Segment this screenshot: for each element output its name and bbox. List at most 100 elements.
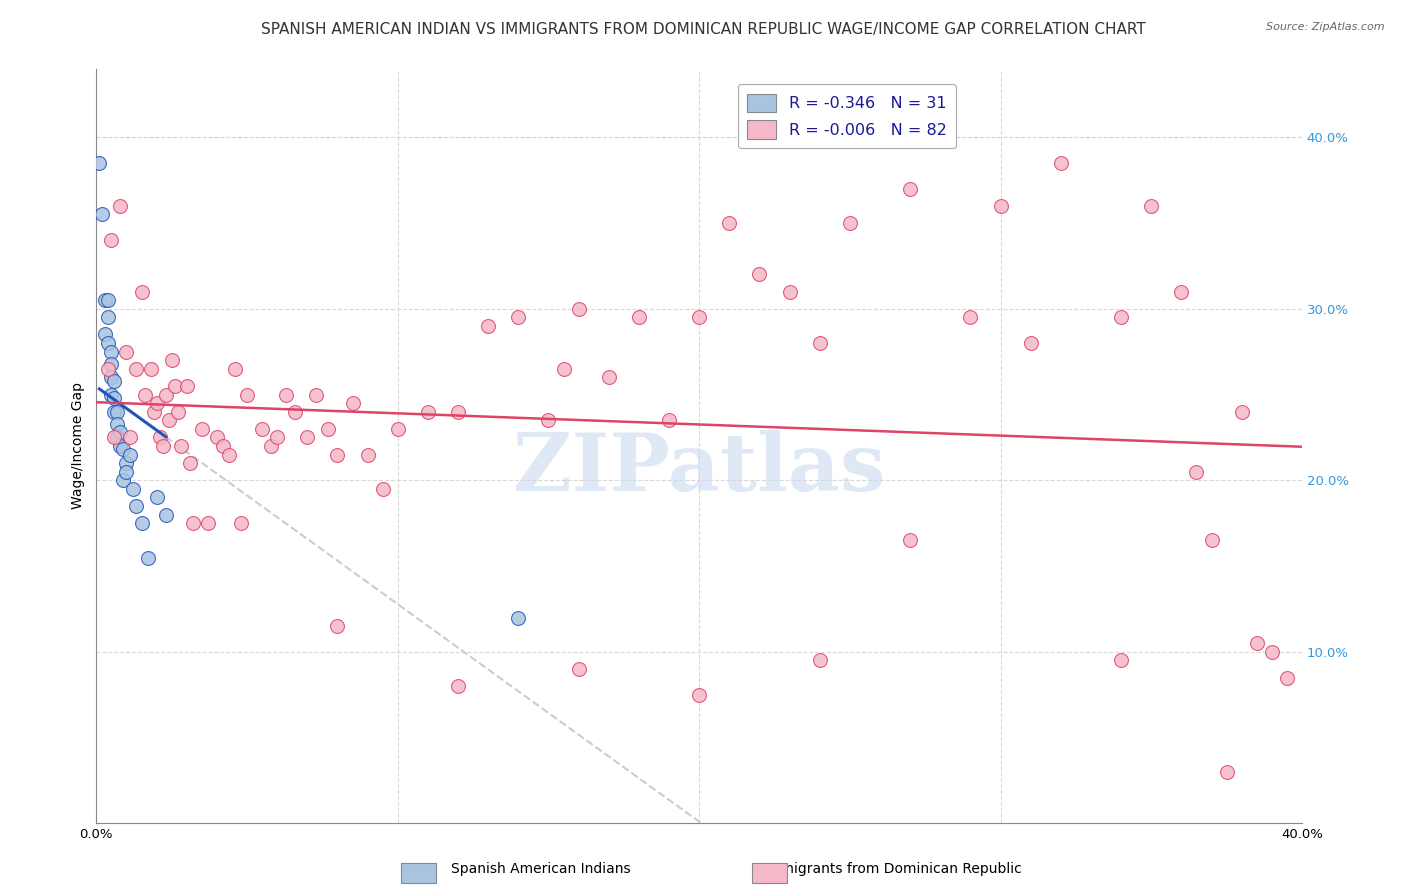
Point [718,216,741,230]
Point [121,482,143,496]
Point [1170,285,1192,299]
Point [97,310,120,325]
Point [100,344,122,359]
Point [97,293,120,307]
Point [688,310,710,325]
Point [326,619,349,633]
Point [94,327,117,342]
Point [107,430,129,444]
Point [157,413,180,427]
Point [447,679,470,693]
Point [229,516,252,531]
Point [658,413,681,427]
Point [107,405,129,419]
Point [166,405,188,419]
Point [447,405,470,419]
Point [191,422,214,436]
Point [568,301,591,316]
Point [297,430,319,444]
Point [477,318,499,333]
Point [176,379,198,393]
Point [1201,533,1223,548]
Point [1140,199,1163,213]
Legend: R = -0.346   N = 31, R = -0.006   N = 82: R = -0.346 N = 31, R = -0.006 N = 82 [738,84,956,148]
Text: Spanish American Indians: Spanish American Indians [451,862,631,876]
Point [160,353,183,368]
Point [100,357,122,371]
Point [205,430,228,444]
Point [197,516,219,531]
Point [131,285,153,299]
Point [598,370,620,384]
Point [779,285,801,299]
Point [1185,465,1208,479]
Point [276,387,298,401]
Point [139,361,162,376]
Point [103,430,125,444]
Point [115,465,138,479]
Point [1261,645,1284,659]
Point [131,516,153,531]
Text: Immigrants from Dominican Republic: Immigrants from Dominican Republic [763,862,1022,876]
Point [115,344,138,359]
Point [508,310,530,325]
Point [145,396,167,410]
Point [748,268,770,282]
Point [260,439,283,453]
Point [218,448,240,462]
Point [318,422,340,436]
Point [155,508,177,522]
Point [100,387,122,401]
Point [97,361,120,376]
Text: SPANISH AMERICAN INDIAN VS IMMIGRANTS FROM DOMINICAN REPUBLIC WAGE/INCOME GAP CO: SPANISH AMERICAN INDIAN VS IMMIGRANTS FR… [260,22,1146,37]
Point [266,430,288,444]
Point [688,688,710,702]
Point [305,387,328,401]
Point [163,379,186,393]
Point [124,361,146,376]
Point [898,181,921,195]
Point [152,439,174,453]
Y-axis label: Wage/Income Gap: Wage/Income Gap [72,383,86,509]
Point [250,422,273,436]
Point [91,207,114,221]
Point [124,499,146,513]
Point [1109,310,1132,325]
Point [103,374,125,388]
Point [838,216,860,230]
Text: Source: ZipAtlas.com: Source: ZipAtlas.com [1267,22,1385,32]
Point [155,387,177,401]
Point [118,448,141,462]
Point [179,456,201,470]
Point [416,405,439,419]
Point [990,199,1012,213]
Point [627,310,650,325]
Point [1109,653,1132,667]
Point [284,405,307,419]
Point [110,425,132,440]
Point [142,405,165,419]
Text: ZIPatlas: ZIPatlas [513,430,886,508]
Point [181,516,204,531]
Point [808,336,831,351]
Point [110,199,132,213]
Point [898,533,921,548]
Point [94,293,117,307]
Point [103,405,125,419]
Point [100,370,122,384]
Point [107,417,129,431]
Point [89,156,111,170]
Point [170,439,193,453]
Point [326,448,349,462]
Point [112,442,135,457]
Point [342,396,364,410]
Point [115,456,138,470]
Point [959,310,981,325]
Point [112,473,135,487]
Point [568,662,591,676]
Point [136,550,159,565]
Point [808,653,831,667]
Point [149,430,172,444]
Point [387,422,409,436]
Point [1215,764,1237,779]
